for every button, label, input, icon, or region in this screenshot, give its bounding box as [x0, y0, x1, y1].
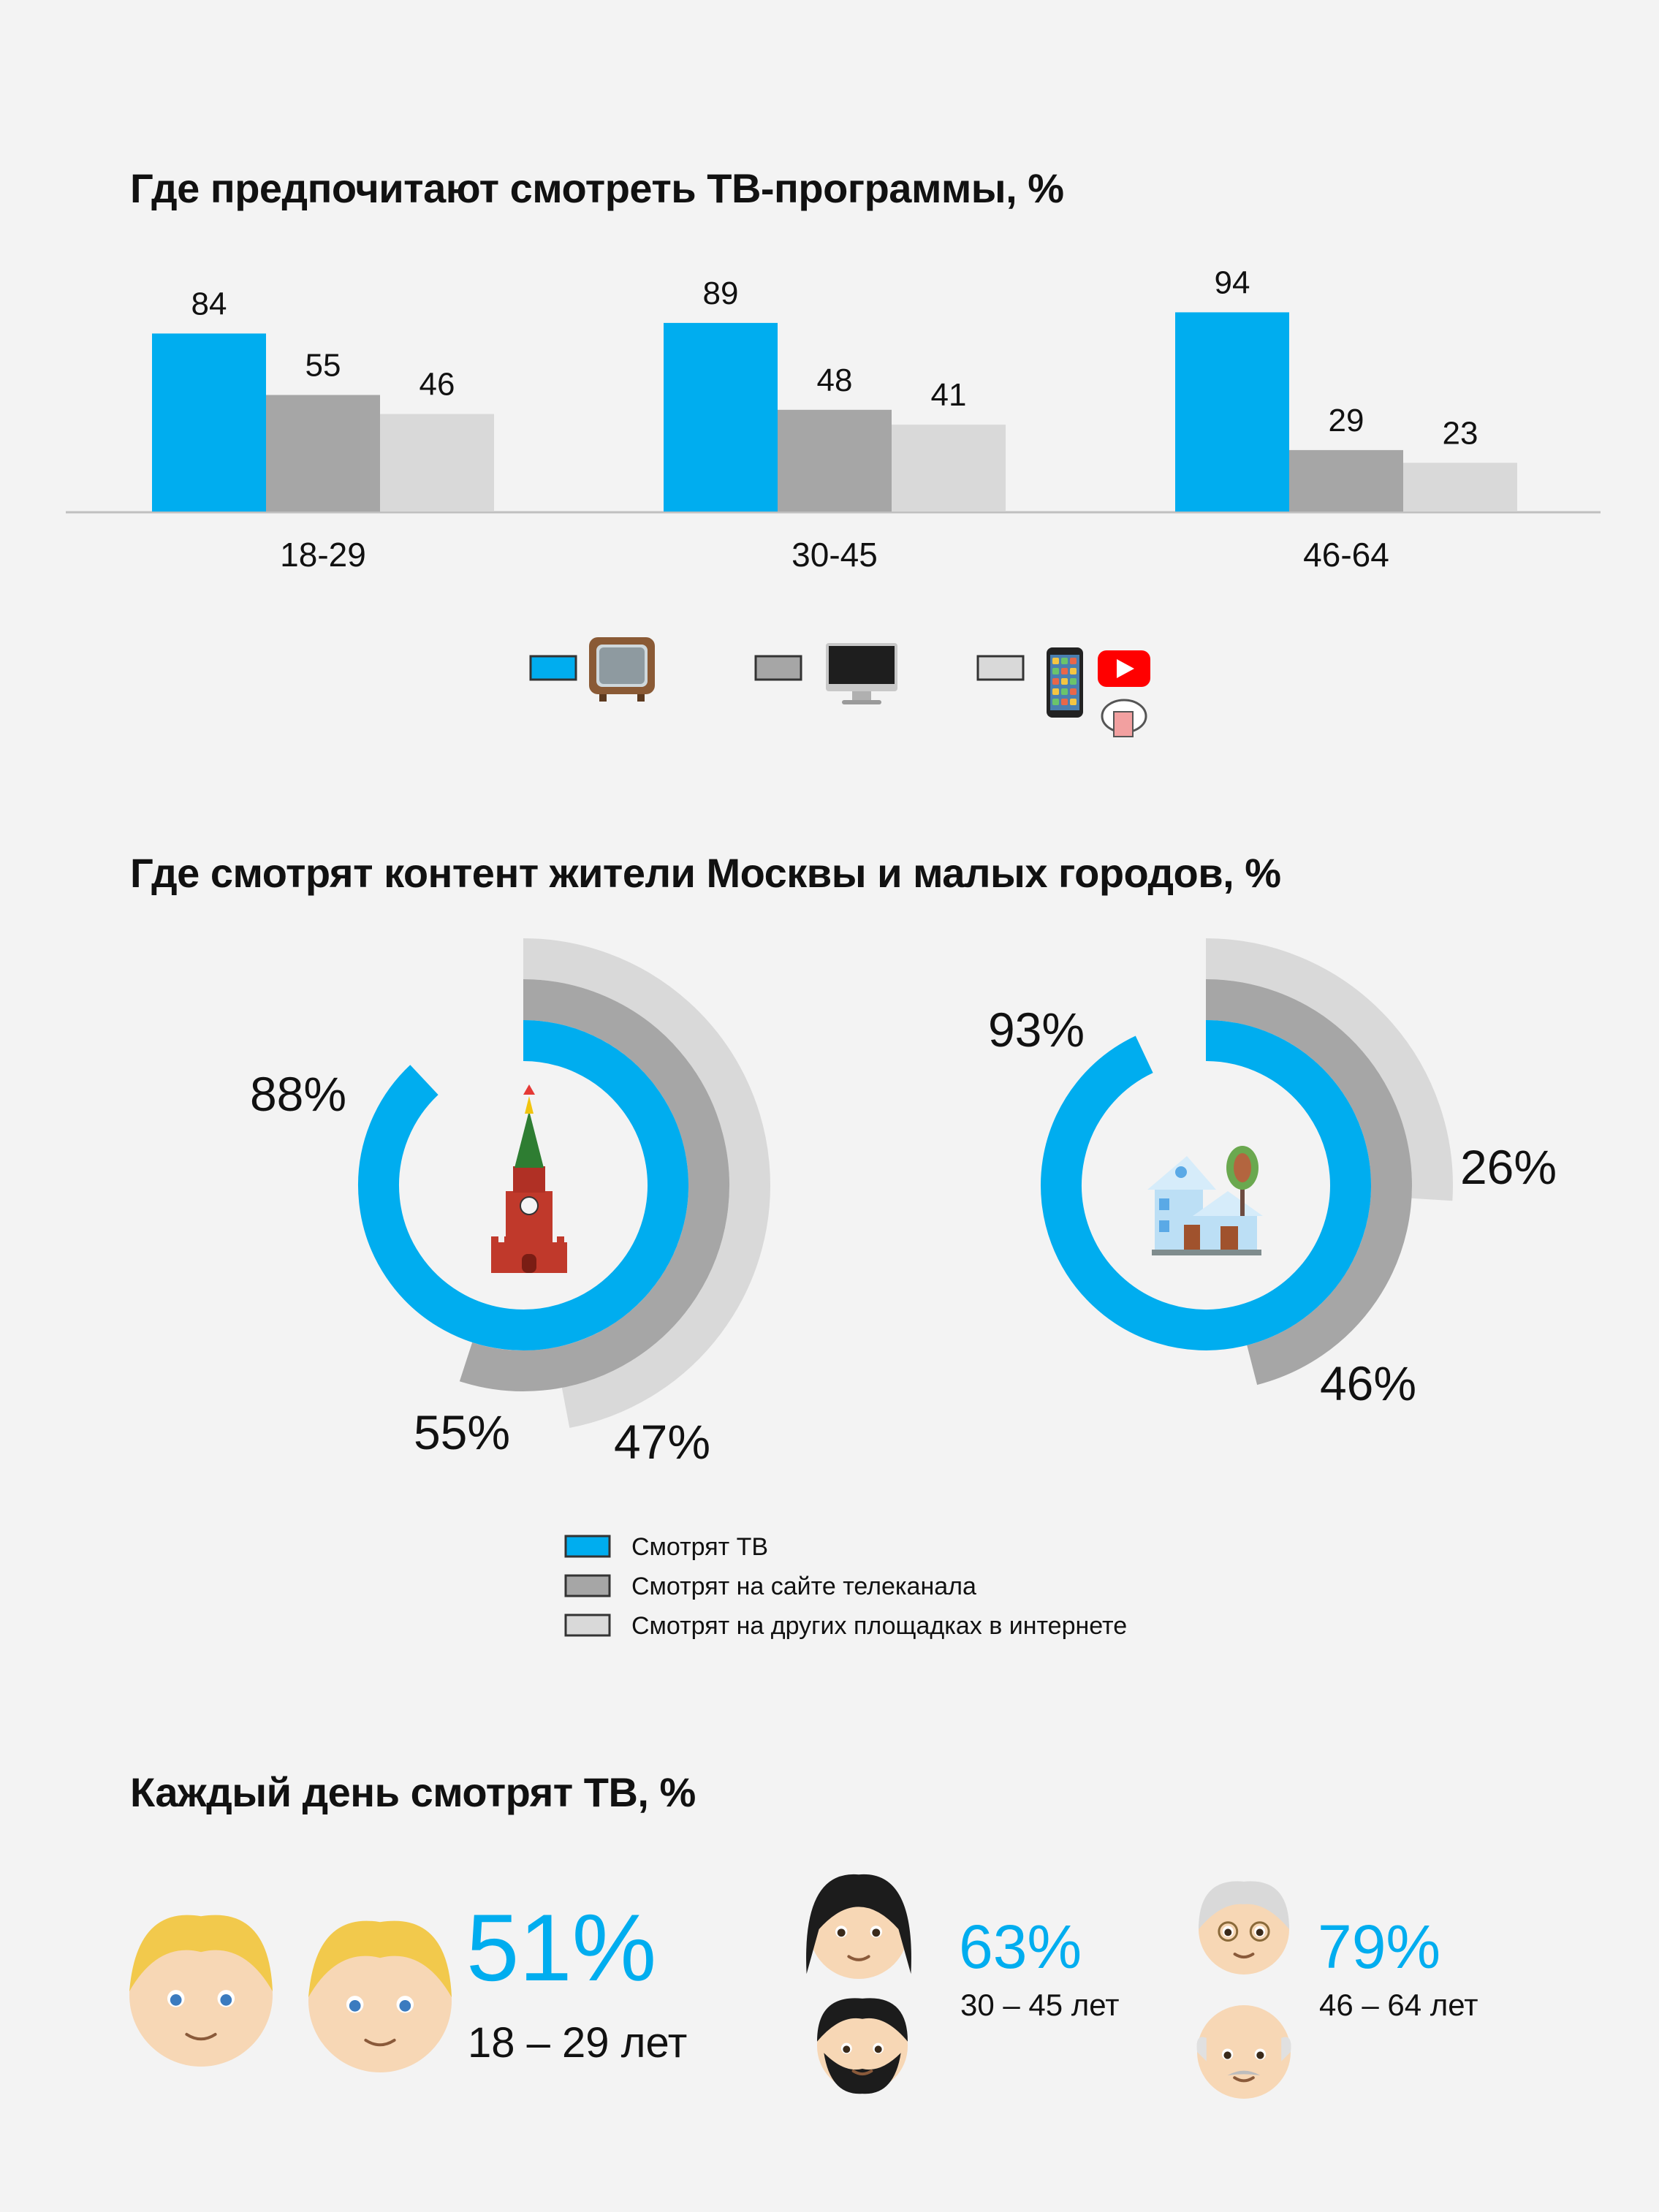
smartphone-youtube-cloud-icon [1047, 647, 1150, 737]
young-man-face-icon [129, 1915, 273, 2067]
data-label-30-45-s1: 48 [817, 362, 853, 398]
ring-label-g1-s0: 93% [988, 1003, 1085, 1057]
legend-label-other-platforms: Смотрят на других площадках в интернете [631, 1612, 1128, 1640]
data-label-18-29-s1: 55 [305, 348, 341, 384]
bar-chart-title: Где предпочитают смотреть ТВ-программы, … [130, 165, 1064, 211]
stat-label-18-29: 18 – 29 лет [468, 2019, 688, 2067]
ring-label-g1-s1: 46% [1320, 1356, 1416, 1410]
tick-label-30-45: 30-45 [791, 536, 878, 574]
stat-label-46-64: 46 – 64 лет [1319, 1988, 1478, 2022]
legend-swatch-radial-s0 [564, 1535, 611, 1558]
older-man-face-icon [1196, 2005, 1291, 2099]
legend-swatch-radial-s1 [564, 1574, 611, 1597]
ring-label-g1-s2: 26% [1460, 1140, 1557, 1194]
small-town-houses-icon [1147, 1146, 1263, 1255]
radial-chart-title: Где смотрят контент жители Москвы и малы… [130, 850, 1281, 896]
data-label-18-29-s2: 46 [420, 367, 455, 403]
older-woman-face-icon [1199, 1881, 1289, 1975]
bar-18-29-s0 [152, 333, 266, 512]
tv-icon [589, 637, 655, 702]
ring-g1-s2 [1205, 938, 1453, 1201]
ring-g1-s1 [1205, 979, 1412, 1386]
bar-chart: 84 55 46 18-29 89 48 41 30-45 94 29 23 46-64 [66, 265, 1601, 737]
data-label-46-64-s2: 23 [1443, 415, 1478, 451]
bearded-man-face-icon [817, 1998, 908, 2094]
stat-value-18-29: 51% [466, 1894, 657, 2001]
radial-chart: 88% 55% 47% 93% 46% 26% [250, 938, 1557, 1637]
legend-label-channel-site: Смотрят на сайте телеканала [631, 1573, 976, 1600]
bar-46-64-s0 [1175, 312, 1289, 512]
legend-swatch-s0 [529, 655, 577, 681]
data-label-30-45-s2: 41 [931, 377, 967, 413]
bar-30-45-s0 [664, 322, 778, 512]
legend-label-tv: Смотрят ТВ [631, 1533, 769, 1561]
bar-46-64-s1 [1289, 449, 1403, 512]
data-label-30-45-s0: 89 [703, 275, 739, 311]
data-label-46-64-s0: 94 [1215, 265, 1250, 300]
bar-30-45-s2 [892, 425, 1006, 512]
data-label-18-29-s0: 84 [191, 286, 227, 322]
bar-30-45-s1 [778, 409, 892, 512]
tick-label-18-29: 18-29 [280, 536, 366, 574]
bar-18-29-s1 [266, 395, 380, 512]
ring-g0-s1 [459, 979, 729, 1391]
woman-face-icon [806, 1874, 911, 1979]
stat-label-30-45: 30 – 45 лет [960, 1988, 1120, 2022]
legend-swatch-s2 [976, 655, 1025, 681]
ring-g0-s0 [358, 1020, 688, 1350]
kremlin-tower-icon [491, 1084, 567, 1273]
ring-label-g0-s2: 47% [614, 1415, 710, 1469]
young-woman-face-icon [308, 1920, 452, 2072]
bar-46-64-s2 [1403, 463, 1517, 512]
stat-value-30-45: 63% [959, 1912, 1082, 1981]
ring-g0-s2 [523, 938, 770, 1429]
bar-18-29-s2 [380, 414, 494, 512]
tick-label-46-64: 46-64 [1303, 536, 1389, 574]
legend-swatch-s1 [754, 655, 802, 681]
ring-label-g0-s1: 55% [414, 1405, 510, 1459]
data-label-46-64-s1: 29 [1329, 403, 1364, 438]
daily-tv-title: Каждый день смотрят ТВ, % [130, 1769, 696, 1815]
legend-swatch-radial-s2 [564, 1614, 611, 1637]
stat-value-46-64: 79% [1318, 1912, 1441, 1981]
ring-label-g0-s0: 88% [250, 1067, 346, 1121]
ring-g1-s0 [1041, 1020, 1371, 1350]
desktop-computer-icon [826, 643, 897, 704]
